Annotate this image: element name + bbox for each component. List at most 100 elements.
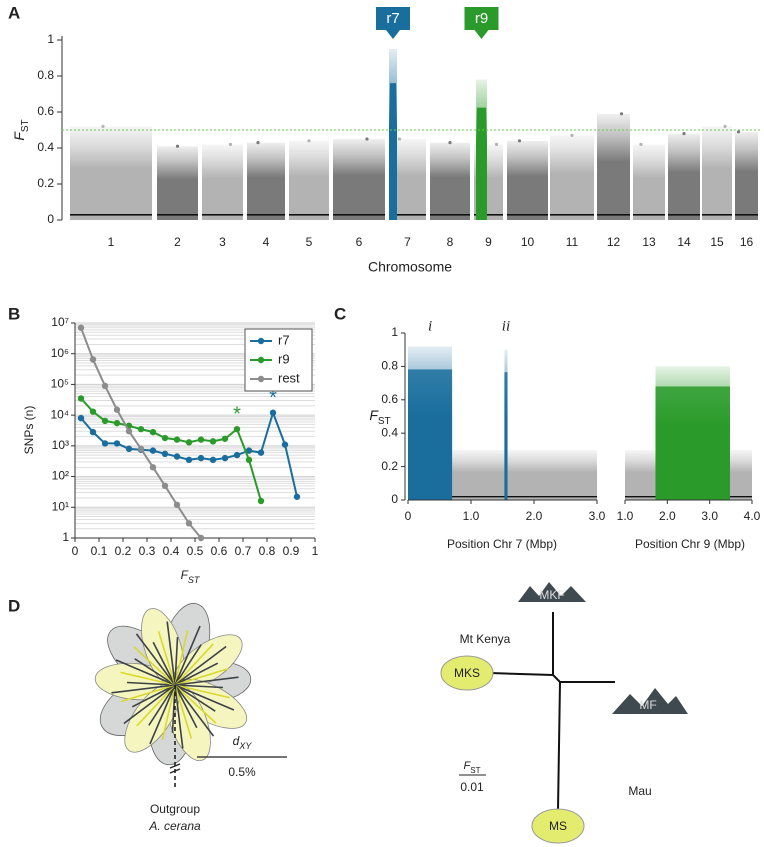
data-point xyxy=(245,456,253,464)
y-tick-label: 1 xyxy=(47,32,54,46)
mean-line xyxy=(202,214,243,216)
branch xyxy=(152,641,176,686)
mean-line xyxy=(550,214,594,216)
region-label: Mt Kenya xyxy=(460,632,511,646)
mean-line xyxy=(702,214,732,216)
mean-line xyxy=(289,214,329,216)
mean-line xyxy=(408,496,597,498)
branch xyxy=(148,684,176,726)
x-tick-label: 3 xyxy=(219,235,226,249)
scale-label-main: d xyxy=(233,734,240,748)
branch xyxy=(149,684,176,745)
scale-label: dXY xyxy=(233,734,253,751)
scale-label-sub: ST xyxy=(470,766,480,775)
legend-label: r9 xyxy=(278,351,290,366)
branch xyxy=(174,684,223,689)
mean-line xyxy=(430,214,470,216)
y-tick-label: 0.2 xyxy=(37,176,54,190)
region-core xyxy=(655,386,730,500)
node-ellipse xyxy=(440,655,494,691)
data-point xyxy=(221,454,229,462)
callout-label: r9 xyxy=(475,10,488,27)
x-tick-label: 2 xyxy=(174,235,181,249)
x-tick-label: 3.0 xyxy=(701,509,718,523)
mean-line xyxy=(157,214,198,216)
scale-label: FST xyxy=(464,760,481,775)
x-tick-label: 16 xyxy=(740,235,754,249)
data-point xyxy=(77,414,85,422)
x-tick-label: 0.6 xyxy=(211,544,228,558)
data-point xyxy=(173,436,181,443)
data-point xyxy=(89,428,97,436)
x-tick-label: 0.7 xyxy=(235,544,252,558)
branch xyxy=(174,676,239,686)
x-tick-label: 6 xyxy=(356,235,363,249)
snp-cloud xyxy=(157,146,198,220)
x-tick-label: 8 xyxy=(447,235,454,249)
max-snp xyxy=(494,142,499,146)
branch xyxy=(133,646,176,686)
mountain-icon xyxy=(612,688,688,714)
mountain-icon xyxy=(518,582,586,602)
data-point xyxy=(161,482,169,490)
legend-label: rest xyxy=(278,370,300,385)
mean-line xyxy=(247,214,285,216)
y-tick-label: 10² xyxy=(52,469,69,483)
axis-break xyxy=(169,763,181,774)
x-tick-label: 1.0 xyxy=(463,509,480,523)
x-tick-label: 9 xyxy=(485,235,492,249)
scale-value: 0.5% xyxy=(228,765,256,779)
branch xyxy=(134,658,176,686)
x-tick-label: 10 xyxy=(521,235,535,249)
y-tick-label: 10⁷ xyxy=(51,315,69,329)
data-point xyxy=(185,439,193,446)
branch xyxy=(123,684,176,725)
mean-line xyxy=(633,214,665,216)
annotation: * xyxy=(233,403,241,425)
legend-marker xyxy=(257,375,265,383)
y-tick-label: 0.4 xyxy=(381,425,398,439)
region-core xyxy=(408,369,453,500)
scale-label-sub: XY xyxy=(238,741,252,751)
mean-line xyxy=(70,214,152,216)
branch xyxy=(136,684,176,727)
x-tick-label: 13 xyxy=(642,235,656,249)
max-snp xyxy=(397,137,402,141)
legend-marker xyxy=(257,356,265,364)
x-tick-label: 4.0 xyxy=(744,509,761,523)
branch xyxy=(174,684,198,729)
x-tick-label: 12 xyxy=(607,235,621,249)
data-point xyxy=(257,449,265,456)
data-point xyxy=(113,406,121,413)
max-snp xyxy=(101,124,105,128)
y-tick-label: 0.8 xyxy=(381,359,398,373)
scale-value: 0.01 xyxy=(460,780,484,794)
node-label: MS xyxy=(549,819,567,833)
branch xyxy=(111,684,176,694)
y-tick-label: 0 xyxy=(47,212,54,226)
highlight-core xyxy=(390,83,396,220)
max-snp xyxy=(723,124,727,128)
y-tick-label: 10³ xyxy=(52,438,69,452)
callout xyxy=(464,7,499,39)
y-axis-title: FST xyxy=(11,119,31,140)
branch xyxy=(161,684,176,740)
data-point xyxy=(149,447,157,454)
phylogeny-left: dXY 0.5% Outgroup A. cerana xyxy=(94,603,287,833)
snp-cloud xyxy=(633,144,665,220)
y-tick-label: 0.4 xyxy=(37,140,54,154)
panel-label: C xyxy=(334,304,346,323)
x-tick-label: 0 xyxy=(72,544,79,558)
y-tick-label: 0.6 xyxy=(37,104,54,118)
y-axis-title-main: F xyxy=(11,131,27,141)
y-axis-title: SNPs (n) xyxy=(22,406,36,455)
data-point xyxy=(209,438,217,445)
mean-line xyxy=(668,214,700,216)
max-snp xyxy=(365,137,369,141)
snp-cloud xyxy=(550,135,594,220)
branch xyxy=(174,625,201,686)
data-point xyxy=(161,450,169,458)
snp-cloud xyxy=(333,139,385,220)
mean-line xyxy=(597,214,630,216)
